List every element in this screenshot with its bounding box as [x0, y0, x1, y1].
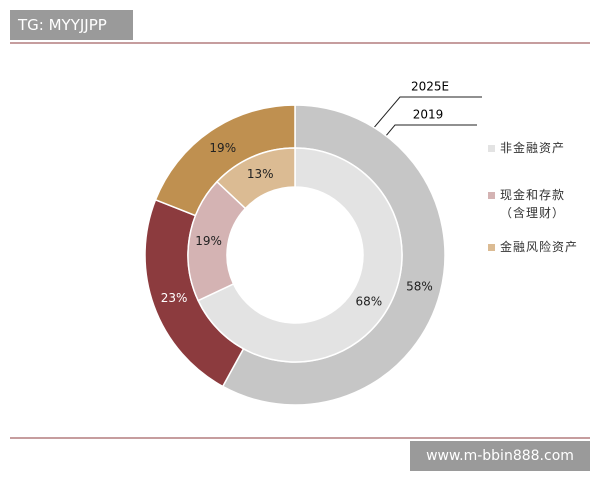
data-label: 68% — [356, 294, 383, 308]
legend-swatch — [488, 244, 495, 251]
data-label: 23% — [161, 291, 188, 305]
donut-segment — [197, 147, 403, 363]
data-label: 19% — [209, 141, 236, 155]
data-label: 13% — [247, 167, 274, 181]
watermark: www.m-bbin888.com — [410, 441, 590, 471]
data-label: 19% — [195, 234, 222, 248]
header-tag: TG: MYYJJPP — [10, 10, 133, 40]
data-label: 58% — [406, 279, 433, 293]
legend-label: 金融风险资产 — [500, 240, 579, 254]
legend-label: 现金和存款 （含理财） — [500, 188, 566, 220]
series-label: 2019 — [413, 108, 444, 122]
donut-segment — [215, 147, 296, 210]
legend-label: 非金融资产 — [500, 141, 566, 155]
series-label: 2025E — [411, 80, 449, 94]
legend-swatch — [488, 145, 495, 152]
legend-swatch — [488, 192, 495, 199]
